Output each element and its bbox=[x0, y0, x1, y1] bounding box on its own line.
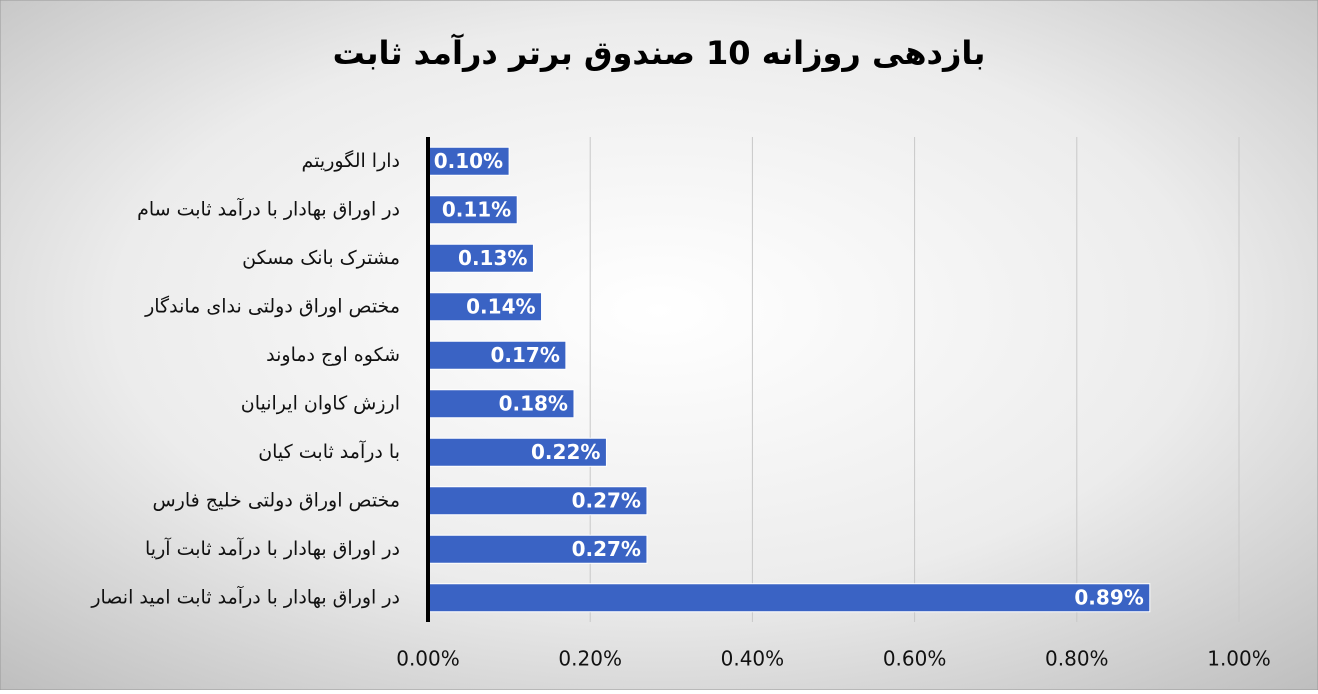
bar bbox=[427, 389, 575, 419]
x-tick-label: 0.60% bbox=[883, 647, 947, 671]
data-label: 0.89% bbox=[1074, 585, 1143, 609]
y-tick-label: شکوه اوج دماوند bbox=[266, 344, 400, 366]
x-tick-label: 0.20% bbox=[558, 647, 622, 671]
chart-title: بازدهی روزانه 10 صندوق برتر درآمد ثابت bbox=[333, 33, 986, 72]
data-label: 0.17% bbox=[490, 343, 559, 367]
bar bbox=[427, 146, 510, 176]
y-tick-label: مختص اوراق دولتی خلیج فارس bbox=[152, 489, 400, 511]
bar bbox=[427, 534, 648, 564]
y-tick-label: ارزش کاوان ایرانیان bbox=[241, 392, 400, 414]
y-tick-label: مشترک بانک مسکن bbox=[242, 247, 400, 269]
data-label: 0.14% bbox=[466, 294, 535, 318]
y-tick-label: در اوراق بهادار با درآمد ثابت سام bbox=[137, 196, 400, 220]
data-label: 0.22% bbox=[531, 440, 600, 464]
data-label: 0.27% bbox=[572, 537, 641, 561]
bar bbox=[427, 486, 648, 516]
bar bbox=[427, 195, 518, 225]
data-label: 0.27% bbox=[572, 488, 641, 512]
bar bbox=[427, 583, 1151, 613]
bar bbox=[427, 437, 607, 467]
data-label: 0.10% bbox=[434, 149, 503, 173]
x-tick-label: 1.00% bbox=[1207, 647, 1271, 671]
y-tick-label: دارا الگوریتم bbox=[302, 149, 400, 172]
data-label: 0.11% bbox=[442, 197, 511, 221]
x-tick-label: 0.00% bbox=[396, 647, 460, 671]
y-tick-label: در اوراق بهادار با درآمد ثابت آریا bbox=[145, 536, 400, 560]
x-tick-label: 0.40% bbox=[721, 647, 785, 671]
y-tick-label: با درآمد ثابت کیان bbox=[258, 439, 400, 463]
data-label: 0.13% bbox=[458, 246, 527, 270]
y-tick-label: مختص اوراق دولتی ندای ماندگار bbox=[144, 294, 400, 317]
x-tick-label: 0.80% bbox=[1045, 647, 1109, 671]
data-label: 0.18% bbox=[499, 391, 568, 415]
y-tick-label: در اوراق بهادار با درآمد ثابت امید انصار bbox=[90, 584, 400, 608]
